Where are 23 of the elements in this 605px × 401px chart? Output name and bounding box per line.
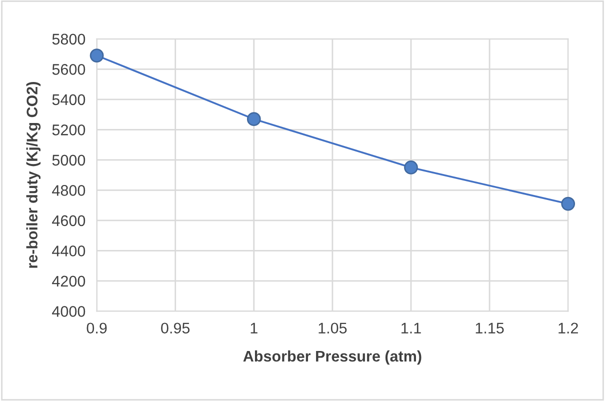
y-tick-label: 4800 — [52, 185, 86, 196]
x-tick-label: 1.05 — [318, 322, 347, 334]
x-tick-label: 1.2 — [558, 322, 578, 334]
point — [561, 196, 576, 211]
point — [246, 112, 261, 126]
y-tick-label: 4000 — [52, 306, 86, 317]
y-tick-label: 5800 — [52, 34, 86, 45]
y-tick-label: 5600 — [52, 64, 86, 75]
point — [404, 160, 418, 174]
y-tick-label: 5400 — [52, 94, 86, 106]
x-tick-label: 1.15 — [476, 322, 504, 334]
x-tick-label: 0.9 — [86, 322, 107, 334]
y-tick-label: 4600 — [52, 215, 86, 226]
x-tick-label: 1 — [250, 322, 258, 334]
x-axis-title: Absorber Pressure (atm) — [243, 350, 422, 365]
y-axis-title: re-boiler duty (Kj/Kg CO2) — [26, 82, 41, 268]
x-tick-label: 1.1 — [402, 322, 421, 334]
y-tick-label: 4400 — [52, 246, 86, 256]
y-tick-label: 4200 — [52, 276, 86, 287]
x-tick-label: 0.95 — [161, 322, 190, 334]
point — [90, 48, 104, 62]
y-tick-label: 5000 — [52, 154, 86, 166]
y-tick-label: 5200 — [52, 124, 86, 136]
